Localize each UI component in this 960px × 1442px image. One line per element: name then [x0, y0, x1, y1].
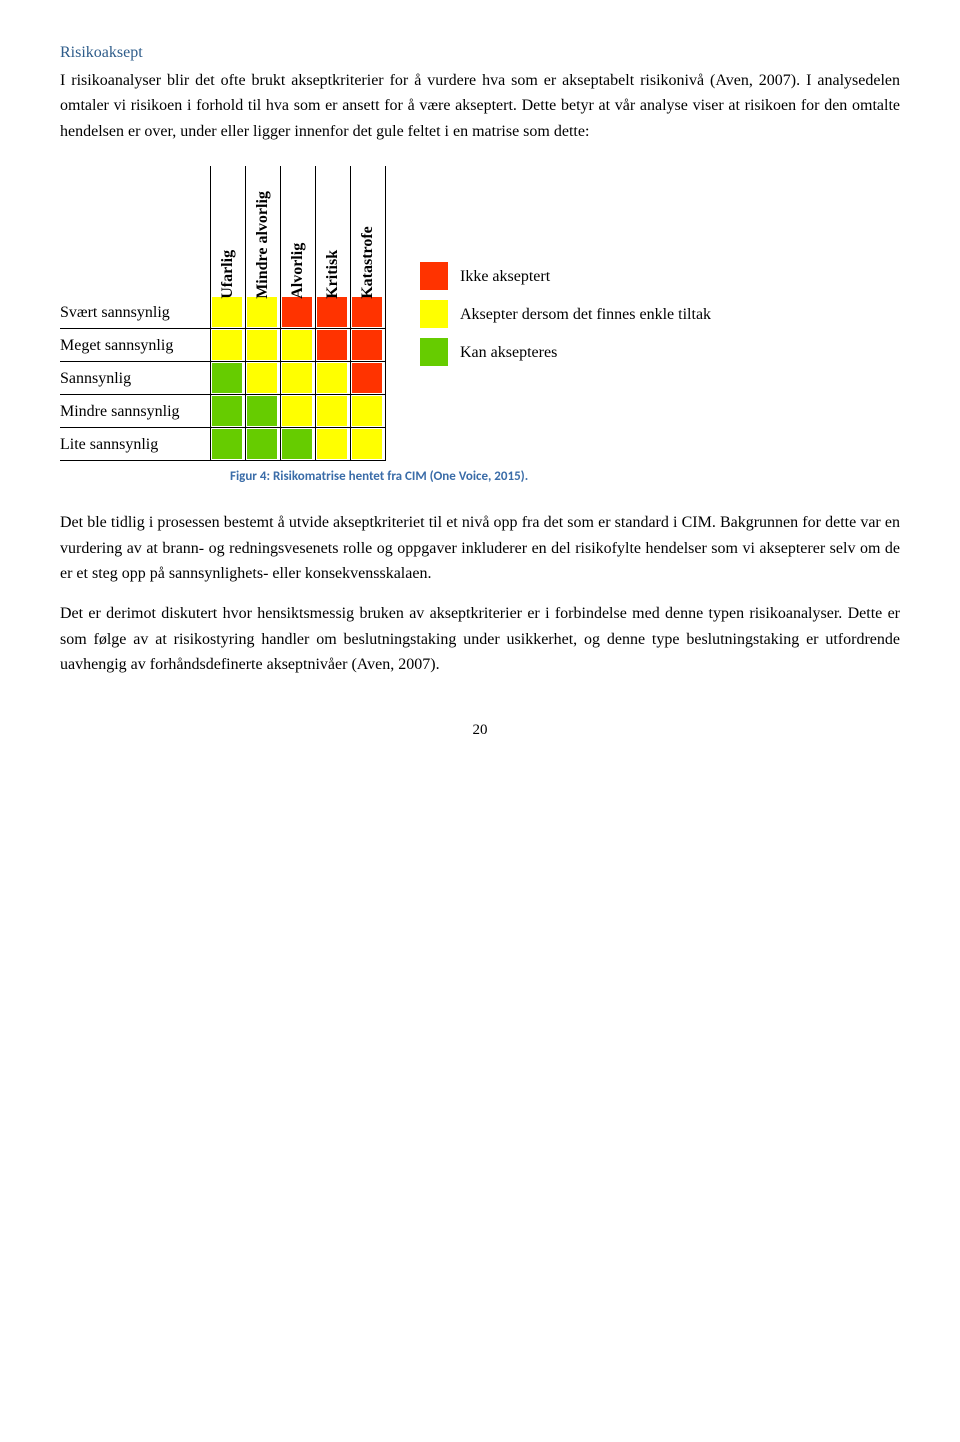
- legend-swatch: [420, 300, 448, 328]
- row-label: Sannsynlig: [60, 362, 211, 395]
- matrix-cell: [212, 429, 242, 459]
- matrix-cell: [352, 297, 382, 327]
- matrix-cell: [247, 396, 277, 426]
- matrix-cell: [212, 297, 242, 327]
- legend-label: Aksepter dersom det finnes enkle tiltak: [460, 302, 711, 328]
- page-number: 20: [60, 718, 900, 742]
- matrix-cell: [352, 363, 382, 393]
- paragraph-1: I risikoanalyser blir det ofte brukt aks…: [60, 68, 900, 145]
- col-header: Kritisk: [320, 267, 346, 301]
- matrix-cell: [247, 330, 277, 360]
- legend-label: Ikke akseptert: [460, 264, 550, 290]
- matrix-cell: [317, 363, 347, 393]
- paragraph-3: Det er derimot diskutert hvor hensiktsme…: [60, 601, 900, 678]
- matrix-cell: [282, 363, 312, 393]
- legend-item: Kan aksepteres: [420, 338, 711, 366]
- matrix-cell: [352, 330, 382, 360]
- matrix-cell: [282, 330, 312, 360]
- matrix-cell: [282, 396, 312, 426]
- risk-matrix-section: Ufarlig Mindre alvorlig Alvorlig Kritisk…: [60, 166, 900, 488]
- matrix-cell: [247, 297, 277, 327]
- legend-swatch: [420, 338, 448, 366]
- section-heading: Risikoaksept: [60, 40, 900, 66]
- matrix-cell: [317, 297, 347, 327]
- matrix-row: Sannsynlig: [60, 362, 386, 395]
- matrix-header-row: Ufarlig Mindre alvorlig Alvorlig Kritisk…: [60, 166, 386, 296]
- matrix-cell: [282, 429, 312, 459]
- row-label: Lite sannsynlig: [60, 428, 211, 461]
- figure-caption: Figur 4: Risikomatrise hentet fra CIM (O…: [230, 467, 900, 488]
- matrix-cell: [212, 396, 242, 426]
- col-header: Alvorlig: [285, 267, 311, 301]
- matrix-row: Mindre sannsynlig: [60, 395, 386, 428]
- row-label: Mindre sannsynlig: [60, 395, 211, 428]
- paragraph-2: Det ble tidlig i prosessen bestemt å utv…: [60, 510, 900, 587]
- col-header: Mindre alvorlig: [250, 267, 276, 301]
- col-header: Katastrofe: [355, 267, 381, 301]
- matrix-cell: [247, 363, 277, 393]
- matrix-cell: [212, 330, 242, 360]
- legend-swatch: [420, 262, 448, 290]
- risk-matrix: Ufarlig Mindre alvorlig Alvorlig Kritisk…: [60, 166, 386, 461]
- row-label: Meget sannsynlig: [60, 329, 211, 362]
- matrix-cell: [247, 429, 277, 459]
- legend: Ikke akseptert Aksepter dersom det finne…: [420, 262, 711, 376]
- row-label: Svært sannsynlig: [60, 296, 211, 329]
- legend-label: Kan aksepteres: [460, 340, 557, 366]
- matrix-row: Meget sannsynlig: [60, 329, 386, 362]
- matrix-cell: [352, 429, 382, 459]
- matrix-cell: [212, 363, 242, 393]
- matrix-cell: [317, 396, 347, 426]
- matrix-cell: [317, 429, 347, 459]
- matrix-cell: [352, 396, 382, 426]
- matrix-row: Lite sannsynlig: [60, 428, 386, 461]
- col-header: Ufarlig: [215, 267, 241, 301]
- matrix-row: Svært sannsynlig: [60, 296, 386, 329]
- legend-item: Ikke akseptert: [420, 262, 711, 290]
- matrix-cell: [282, 297, 312, 327]
- matrix-cell: [317, 330, 347, 360]
- legend-item: Aksepter dersom det finnes enkle tiltak: [420, 300, 711, 328]
